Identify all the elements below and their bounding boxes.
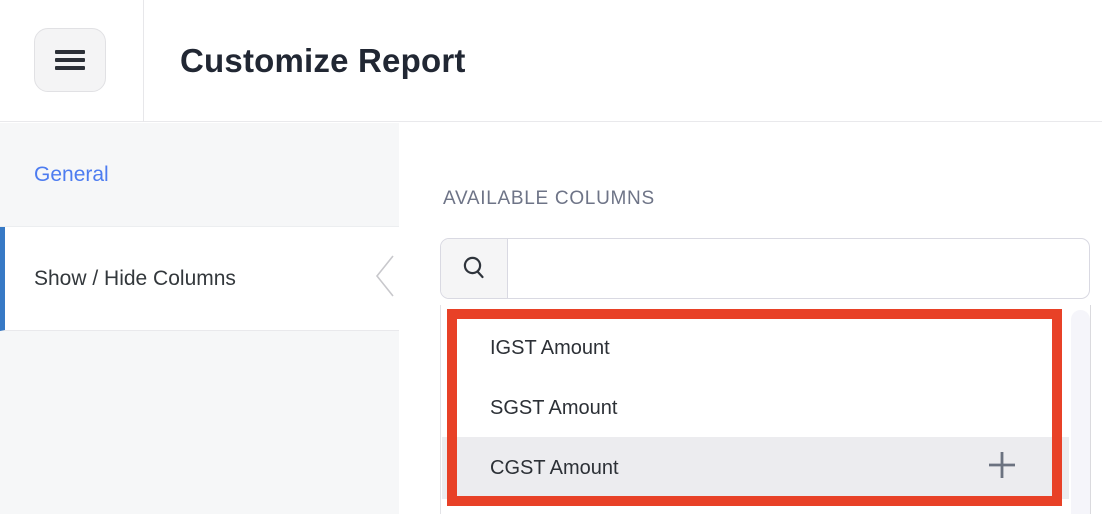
sidebar-item-label: Show / Hide Columns [34, 266, 236, 290]
sidebar-item-label: General [34, 162, 109, 186]
column-label: SGST Amount [490, 397, 618, 419]
scrollbar[interactable] [1071, 310, 1090, 514]
search-icon [463, 256, 484, 279]
sidebar: General Show / Hide Columns [0, 123, 399, 514]
menu-button[interactable] [34, 28, 106, 92]
sidebar-item-show-hide-columns[interactable]: Show / Hide Columns [0, 227, 399, 331]
header-divider [143, 0, 144, 122]
sidebar-item-general[interactable]: General [0, 123, 399, 227]
search-icon-segment [441, 239, 508, 298]
available-columns-list: IGST Amount SGST Amount CGST Amount [440, 305, 1091, 514]
list-item-igst-amount[interactable]: IGST Amount [442, 317, 1069, 380]
list-item-sgst-amount[interactable]: SGST Amount [442, 380, 1069, 437]
hamburger-icon [55, 50, 85, 70]
column-label: CGST Amount [490, 456, 619, 479]
header: Customize Report [0, 0, 1102, 122]
column-label: IGST Amount [490, 337, 610, 359]
search-input[interactable] [508, 239, 1089, 298]
column-search-box [440, 238, 1090, 299]
chevron-left-icon [373, 253, 397, 305]
available-columns-heading: AVAILABLE COLUMNS [443, 188, 655, 209]
list-item-cgst-amount[interactable]: CGST Amount [442, 437, 1069, 499]
page-title: Customize Report [180, 42, 466, 79]
list-item-partial [442, 499, 1069, 514]
plus-icon[interactable] [987, 450, 1017, 486]
